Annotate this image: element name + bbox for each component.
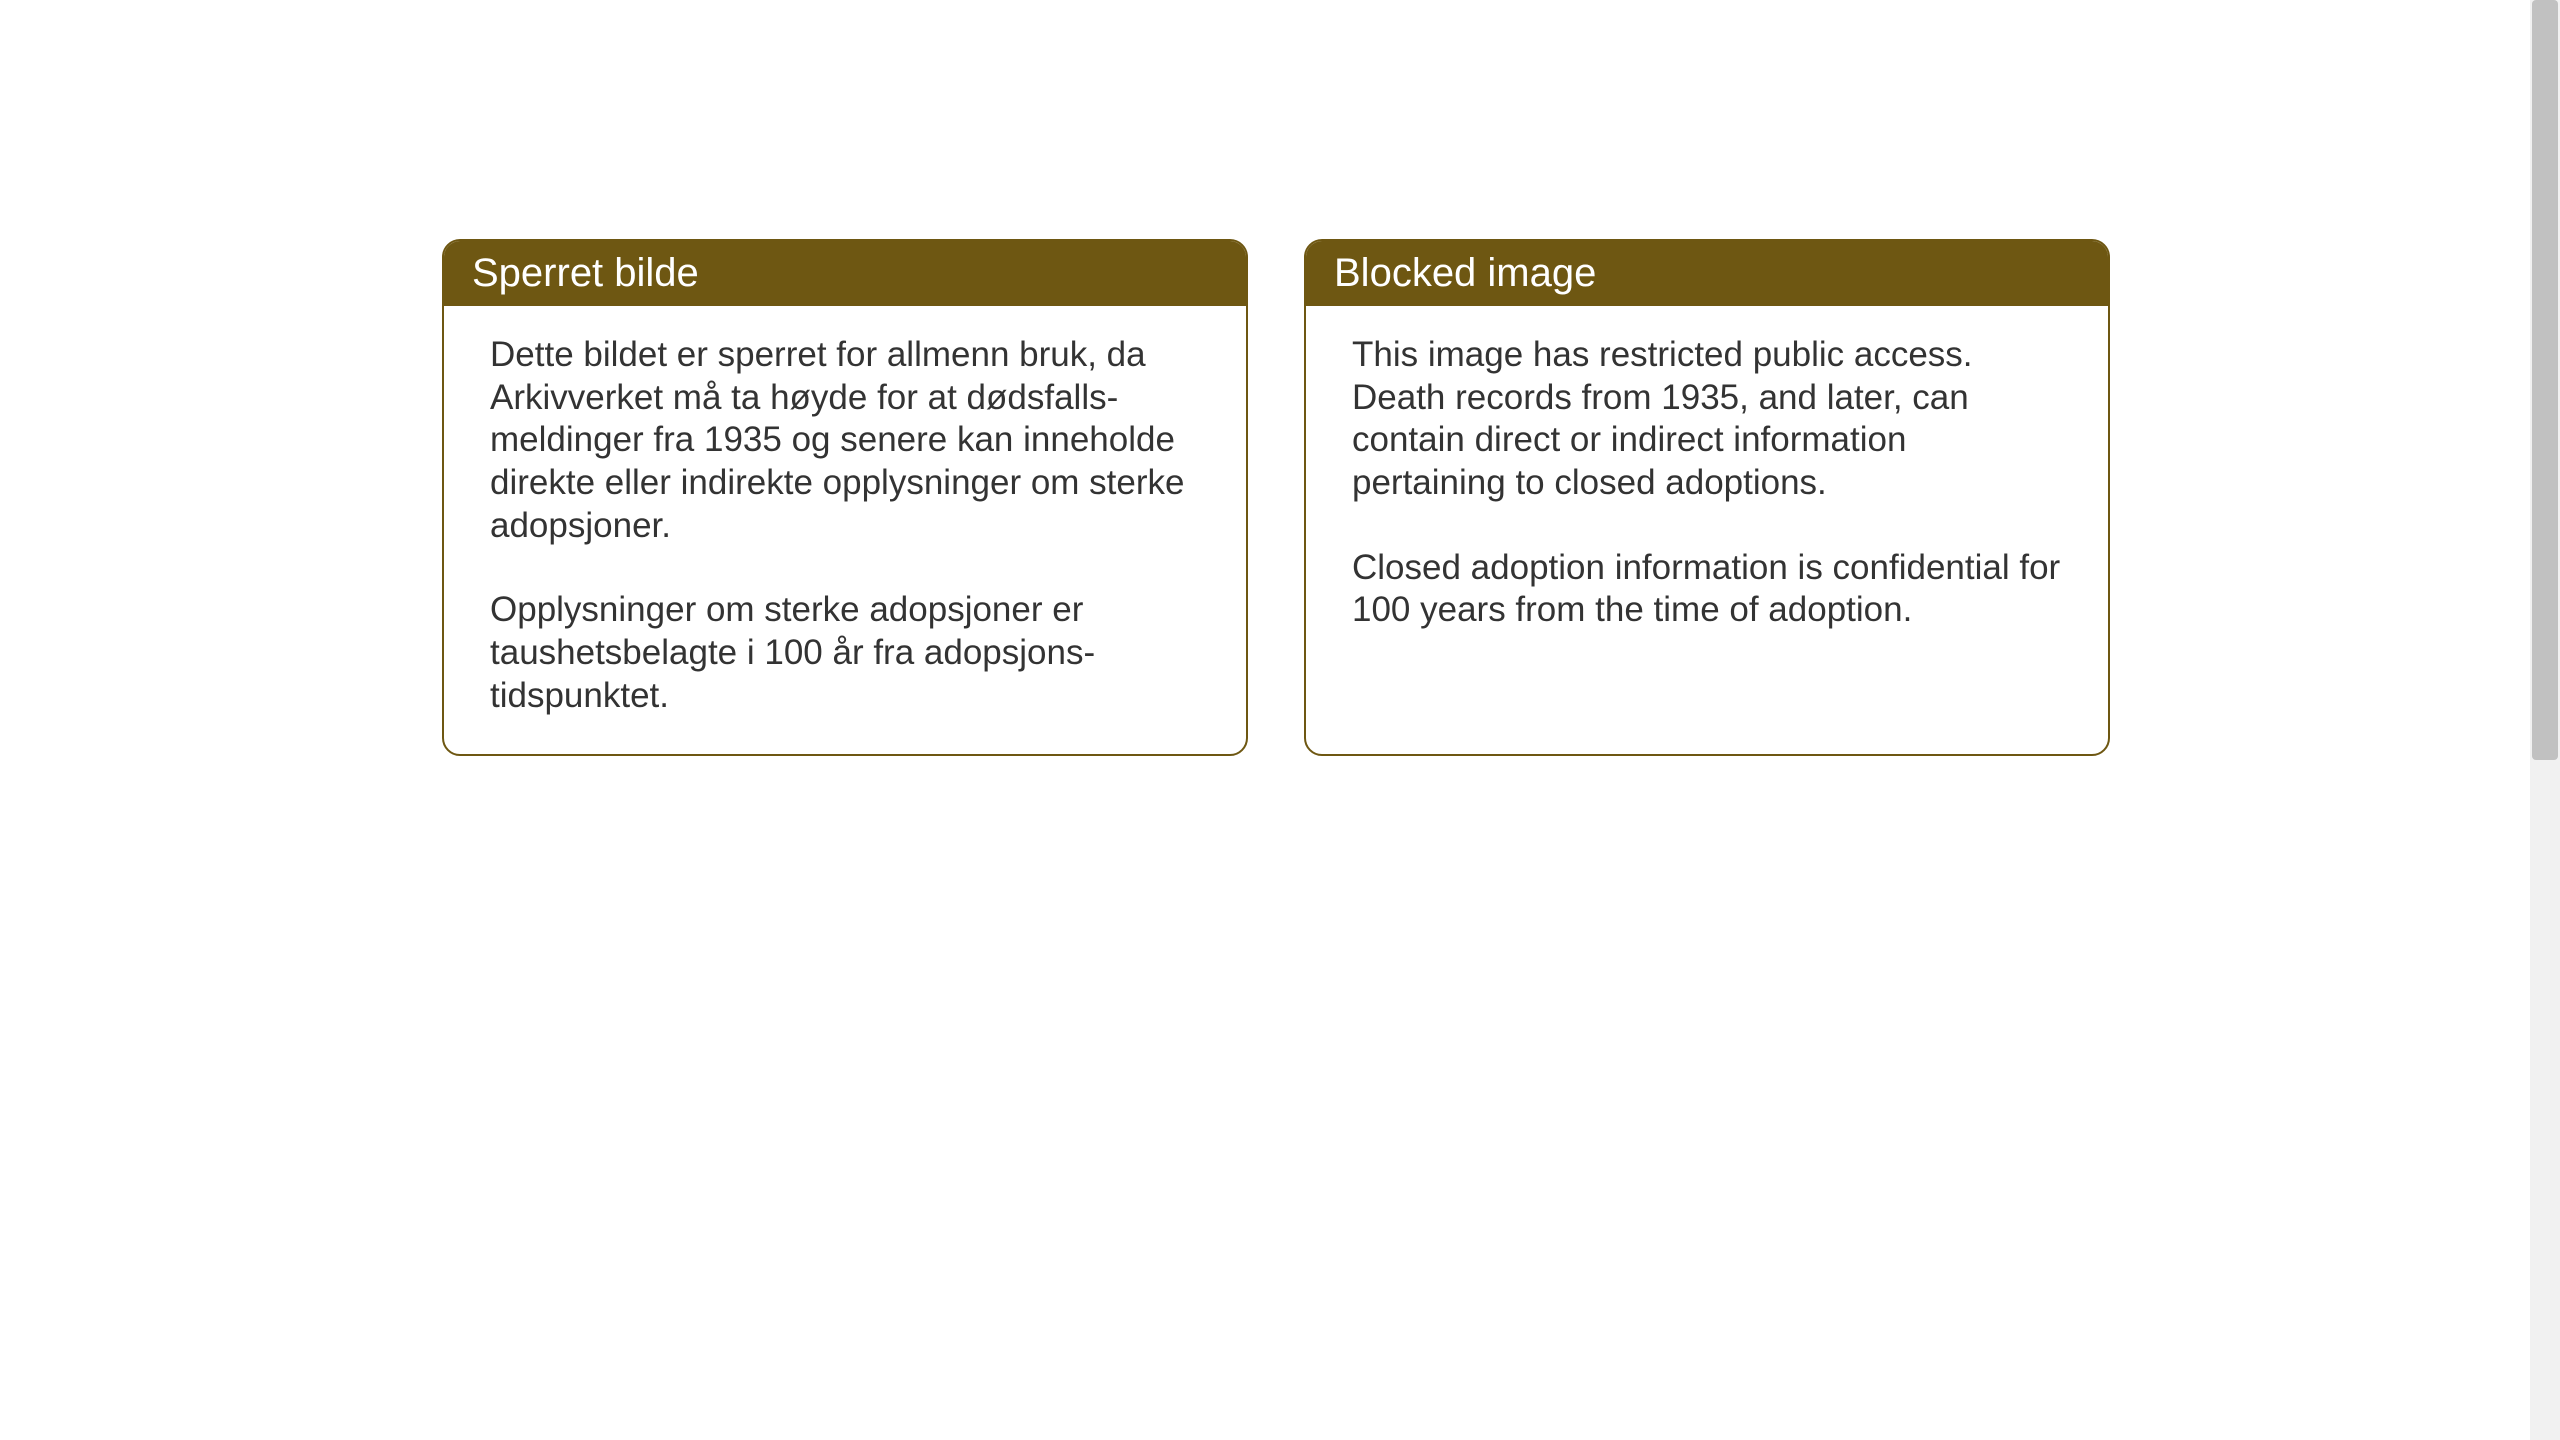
card-paragraph-2-english: Closed adoption information is confident… (1352, 547, 2062, 632)
vertical-scrollbar[interactable] (2530, 0, 2560, 1440)
notice-cards-container: Sperret bilde Dette bildet er sperret fo… (442, 239, 2110, 756)
notice-card-norwegian: Sperret bilde Dette bildet er sperret fo… (442, 239, 1248, 756)
card-title-norwegian: Sperret bilde (472, 251, 699, 295)
card-body-english: This image has restricted public access.… (1306, 306, 2108, 668)
card-title-english: Blocked image (1334, 251, 1596, 295)
card-paragraph-1-norwegian: Dette bildet er sperret for allmenn bruk… (490, 334, 1200, 547)
card-body-norwegian: Dette bildet er sperret for allmenn bruk… (444, 306, 1246, 754)
notice-card-english: Blocked image This image has restricted … (1304, 239, 2110, 756)
card-paragraph-2-norwegian: Opplysninger om sterke adopsjoner er tau… (490, 589, 1200, 717)
card-paragraph-1-english: This image has restricted public access.… (1352, 334, 2062, 505)
scrollbar-thumb[interactable] (2532, 0, 2558, 760)
card-header-english: Blocked image (1306, 241, 2108, 306)
card-header-norwegian: Sperret bilde (444, 241, 1246, 306)
